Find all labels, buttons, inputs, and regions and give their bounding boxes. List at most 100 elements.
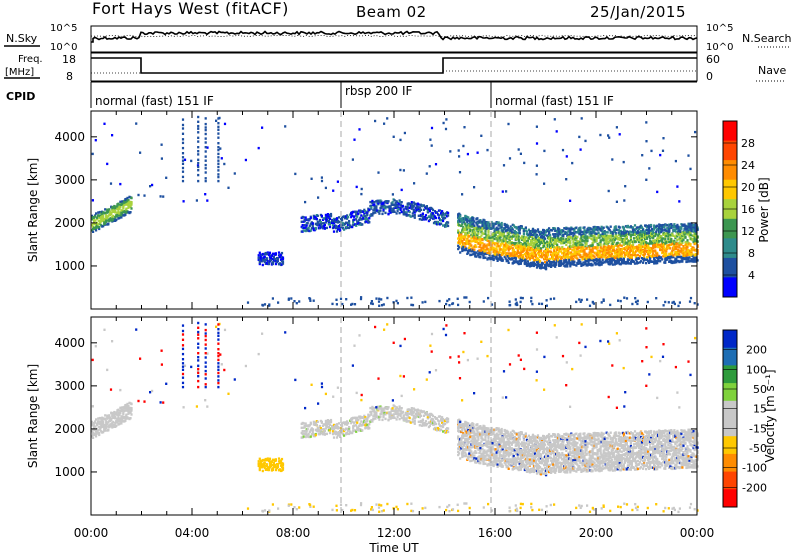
data-cell xyxy=(584,139,587,143)
data-cell xyxy=(545,299,548,302)
data-cell xyxy=(656,256,659,259)
data-cell xyxy=(544,233,547,237)
data-cell xyxy=(638,234,642,237)
data-cell xyxy=(102,430,105,434)
data-cell xyxy=(525,244,528,247)
data-cell xyxy=(122,206,125,210)
data-cell xyxy=(328,223,332,226)
data-cell xyxy=(360,192,363,196)
data-cell xyxy=(575,226,578,229)
data-cell xyxy=(622,243,625,246)
data-cell xyxy=(556,248,559,252)
data-cell xyxy=(396,204,399,207)
data-cell xyxy=(617,237,620,240)
data-cell xyxy=(500,257,503,260)
data-cell xyxy=(438,209,442,212)
data-cell xyxy=(486,251,489,254)
data-cell xyxy=(91,152,94,156)
data-cell xyxy=(543,149,546,153)
data-cell xyxy=(613,238,616,242)
data-cell xyxy=(400,201,403,204)
data-cell xyxy=(380,200,383,203)
data-cell xyxy=(257,460,260,463)
cpid-segment-2: rbsp 200 IF xyxy=(345,84,412,98)
nave-label: Nave xyxy=(758,64,786,77)
data-cell xyxy=(532,260,536,264)
data-cell xyxy=(311,222,314,225)
data-cell xyxy=(406,208,409,211)
data-cell xyxy=(281,256,285,259)
data-cell xyxy=(560,242,563,245)
data-cell xyxy=(579,254,582,257)
data-cell xyxy=(474,253,477,256)
data-cell xyxy=(669,233,672,236)
colorbar-swatch xyxy=(723,160,737,181)
data-cell xyxy=(204,163,207,167)
data-cell xyxy=(112,412,115,415)
data-cell xyxy=(694,130,697,134)
data-cell xyxy=(636,226,640,229)
data-cell xyxy=(692,224,695,227)
data-cell xyxy=(517,239,520,242)
data-cell xyxy=(181,159,185,162)
data-cell xyxy=(105,214,108,217)
data-cell xyxy=(115,420,118,423)
data-cell xyxy=(507,261,510,264)
data-cell xyxy=(523,245,526,248)
data-cell xyxy=(620,244,623,247)
data-cell xyxy=(668,252,671,256)
data-cell xyxy=(308,224,311,227)
data-cell xyxy=(693,302,696,305)
data-cell xyxy=(624,233,627,237)
data-cell xyxy=(113,204,116,208)
data-cell xyxy=(391,193,394,196)
data-cell xyxy=(523,161,526,165)
data-cell xyxy=(671,233,674,236)
data-cell xyxy=(494,253,497,257)
data-cell xyxy=(397,206,400,209)
data-cell xyxy=(463,219,466,222)
data-cell xyxy=(603,230,606,233)
data-cell xyxy=(662,237,665,240)
data-cell xyxy=(664,261,667,264)
data-cell xyxy=(400,210,403,214)
data-cell xyxy=(661,242,664,246)
data-cell xyxy=(118,413,121,416)
data-cell xyxy=(631,228,635,231)
data-cell xyxy=(503,235,506,238)
data-cell xyxy=(277,301,280,304)
data-cell xyxy=(581,258,584,261)
data-cell xyxy=(393,210,396,213)
data-cell xyxy=(672,234,675,237)
data-cell xyxy=(368,208,371,212)
data-cell xyxy=(580,264,583,267)
data-cell xyxy=(519,254,522,257)
data-cell xyxy=(690,228,693,231)
data-cell xyxy=(432,217,436,220)
data-cell xyxy=(643,255,646,258)
data-cell xyxy=(653,225,656,228)
data-cell xyxy=(637,246,641,249)
data-cell xyxy=(124,213,127,216)
data-cell xyxy=(429,138,432,141)
data-cell xyxy=(495,255,498,258)
data-cell xyxy=(553,249,556,252)
data-cell xyxy=(602,298,605,301)
data-cell xyxy=(648,261,651,264)
data-cell xyxy=(121,409,124,412)
data-cell xyxy=(395,212,398,215)
data-cell xyxy=(607,235,610,238)
data-cell xyxy=(106,422,109,426)
data-cell xyxy=(492,224,495,227)
data-cell xyxy=(491,236,494,239)
data-cell xyxy=(535,173,538,176)
data-cell xyxy=(542,262,545,265)
data-cell xyxy=(536,228,540,231)
data-cell xyxy=(116,213,119,217)
data-cell xyxy=(649,258,652,261)
data-cell xyxy=(493,249,496,252)
data-cell xyxy=(510,237,513,240)
data-cell xyxy=(609,250,612,253)
data-cell xyxy=(461,193,464,196)
data-cell xyxy=(577,240,580,243)
